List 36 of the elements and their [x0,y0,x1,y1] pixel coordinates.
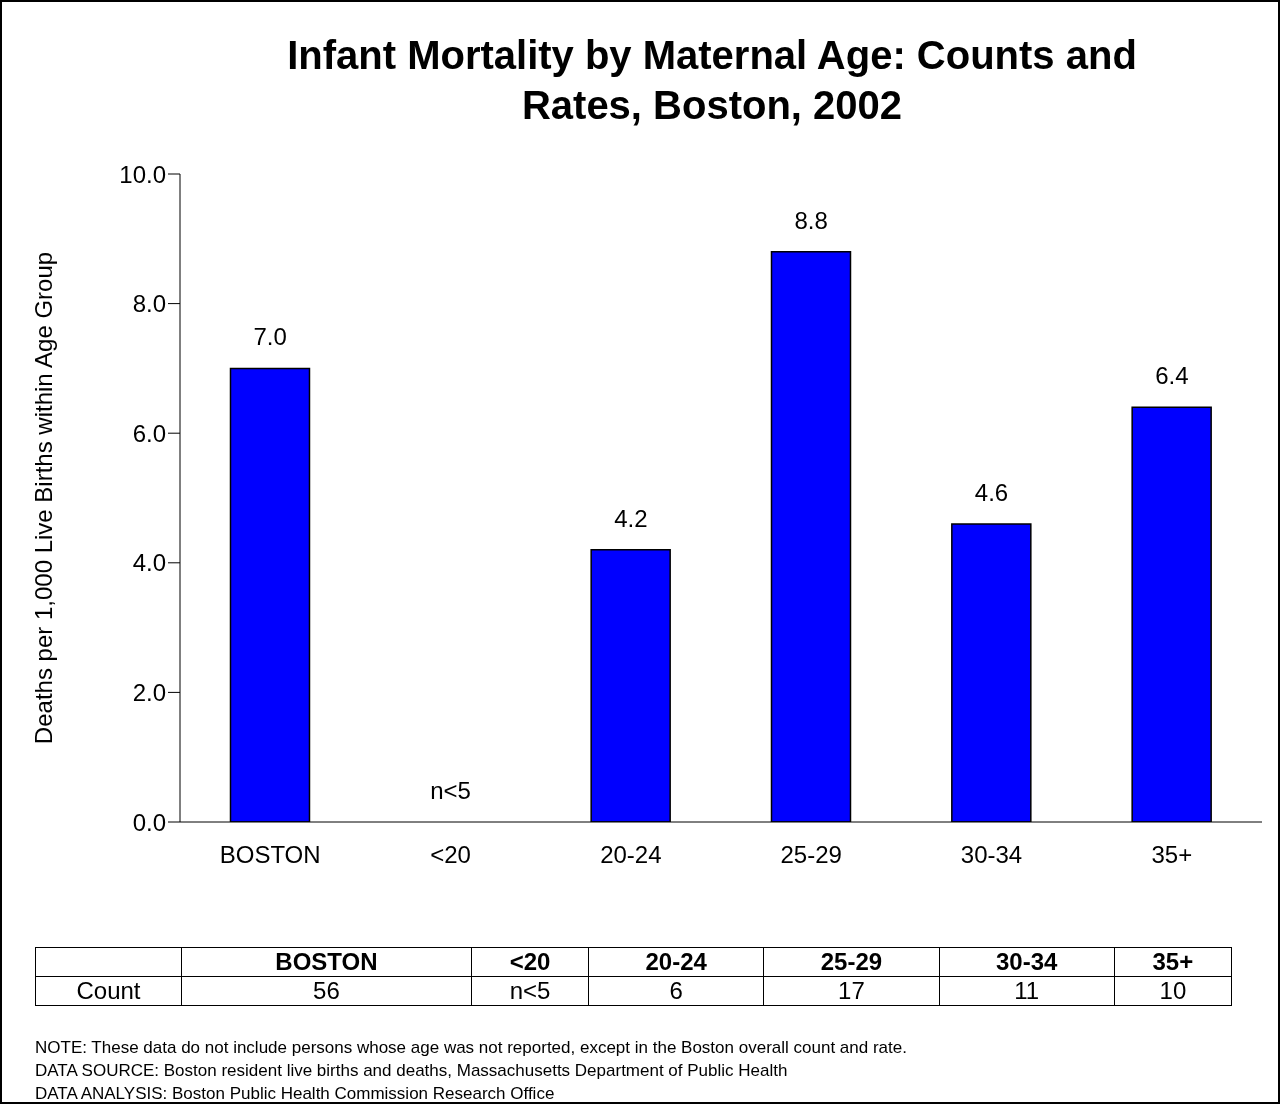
source-note: DATA SOURCE: Boston resident live births and deaths, Massachusetts Department of Public Health [35,1060,788,1082]
x-tick-label: 30-34 [960,841,1023,869]
chart-title: Infant Mortality by Maternal Age: Counts and Rates, Boston, 2002 [286,32,1138,129]
data-label: 4.6 [973,477,1010,508]
y-axis-title: Deaths per 1,000 Live Births within Age Group [29,251,57,745]
text: 11 [1014,977,1040,1004]
x-tick-label: BOSTON [219,841,321,869]
y-tick-label: 0.0 [132,808,166,836]
y-tick-label: 10.0 [119,160,166,188]
y-tick-label: 8.0 [132,290,166,318]
x-tick-label: <20 [430,841,471,869]
category-label: 35+ [1114,947,1232,977]
text: Count [35,976,182,1006]
data-label: 7.0 [252,322,288,353]
data-label: 6.4 [1154,361,1190,392]
x-tick-label: 20-24 [600,841,662,869]
x-tick-label: 25-29 [780,841,842,869]
text: 6 [669,977,683,1004]
text: NOTE: These data do not include persons whose age was not reported, except in the Boston overall count and rate. [35,1037,907,1059]
x-tick-label: 35+ [1151,841,1193,869]
data-label: 8.8 [793,205,829,236]
text: n<5 [430,777,471,804]
category-label: 25-29 [763,947,940,977]
category-label: 30-34 [939,947,1115,977]
y-tick-label: 2.0 [132,678,166,706]
text: 17 [838,977,865,1004]
text: 56 [313,977,340,1004]
category-label: <20 [471,947,589,977]
y-tick-label: 4.0 [132,549,166,577]
text: 10 [1159,977,1187,1004]
text: DATA ANALYSIS: Boston Public Health Commission Research Office [35,1083,555,1104]
category-label: 20-24 [588,947,764,977]
data-label: 4.2 [613,503,649,534]
y-tick-label: 6.0 [132,419,166,447]
category-label: BOSTON [181,947,472,977]
text: n<5 [509,977,551,1004]
